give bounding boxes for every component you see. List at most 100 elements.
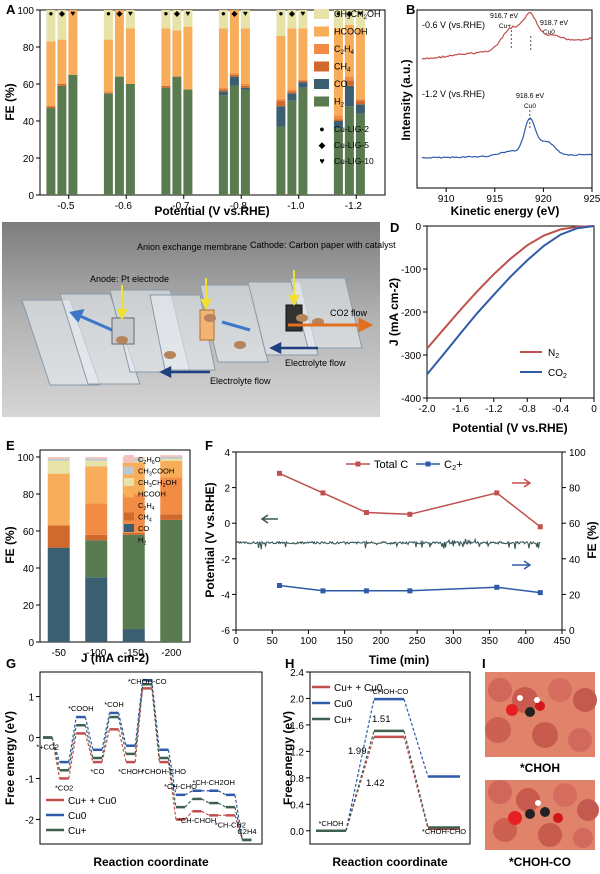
b-peak-label-0: 916.7 eV [490,13,518,20]
a-bar-5-0-C2H4 [333,115,343,120]
a-legend-label-5: H2​ [334,97,345,109]
g-connector-2-2 [84,725,94,759]
h-legend-label-0: Cu+ + Cu0 [334,683,383,694]
a-bar-3-2-HCOOH [240,28,250,84]
a-ytick-label-0: 0 [28,191,34,202]
a-legend-swatch-5 [314,96,329,107]
f-ytick-left-label-4: 2 [224,484,230,495]
e-legend-swatch-6 [124,524,134,532]
f-legend-label-1: C2​+ [444,459,463,472]
f-xtick-label-6: 300 [445,636,462,647]
h-legend-label-1: Cu0 [334,699,353,710]
d-legend-label-0-part-0: N [548,348,555,359]
a-xtick-label-0: -0.5 [57,201,75,212]
g-step-label-12: C2H4 [237,827,256,836]
g-connector-2-0 [51,737,61,771]
g-step-label-1: *CO2 [55,783,73,792]
a-bar-2-0-CH3CH2OH [161,10,171,29]
e-legend-swatch-3 [124,489,134,498]
a-bar-4-1-C2H4 [287,89,297,92]
e-bar-1-C2H6O [85,457,108,459]
a-sample-legend-marker-0: ● [319,124,324,134]
panel-i-adsorption-structures: *CHOH *CHOH-CO [485,672,599,869]
e-bar-2-CH4 [122,532,145,535]
a-legend-label-1: HCOOH [334,27,368,37]
b-xtick-label-1: 915 [486,194,503,205]
g-xlabel: Reaction coordinate [93,855,209,869]
h-connector-2-0 [345,730,375,831]
yellow-pointer-arrows [116,270,300,321]
a-bar-4-2-HCOOH [298,28,308,81]
a-bar-5-1-C2H4 [344,76,354,81]
a-sample-marker-0-1: ◆ [59,9,66,18]
a-legend-swatch-4 [314,79,329,89]
g-ytick-label-3: 1 [28,693,34,704]
a-bar-3-0-HCOOH [218,28,228,88]
h-step-label-2: *CHOH-CHO [422,827,466,836]
f-xlabel: Time (min) [369,653,429,667]
f-arrow-right-axis-2 [512,560,532,570]
panel-f-stability-chart: Potential (V vs.RHE) FE (%) Time (min) 0… [203,448,599,667]
a-sample-marker-3-1: ◆ [231,9,238,18]
e-bar-0-CH3CH2OH [47,460,70,474]
a-bar-5-1-CH4 [344,80,354,86]
a-bar-3-2-CH4 [240,85,250,88]
g-step-label-11: *CH-CH2 [215,820,246,829]
d-legend-label-1: CO2​ [548,368,567,380]
h-annotation-0: 1.99 [348,746,367,757]
e-xtick-label-1: -100 [86,648,106,659]
f-series-line-0 [279,472,541,528]
e-bar-2-H2 [122,534,145,630]
a-bar-4-1-HCOOH [287,28,297,90]
g-connector-1-1 [68,716,77,763]
a-bar-1-2-CH3CH2OH [125,10,135,29]
f-ytick-right-label-0: 0 [569,626,575,637]
g-step-label-9: *CH-CHOH [178,816,216,825]
e-legend-label-7: H2​ [138,536,146,547]
f-xtick-label-9: 450 [554,636,571,647]
f-legend-label-1-part-2: + [456,459,462,471]
e-legend-label-0-part-3: 6 [152,460,155,466]
g-connector-2-4 [118,716,127,755]
e-xtick-label-0: -50 [52,648,67,659]
panel-d-lsv-chart: J (mA cm-2) Potential (V vs.RHE) -2.0 -1.… [387,222,597,435]
i-label-chohco: *CHOH-CO [509,855,571,869]
f-point-1-0 [276,583,282,588]
e-bar-1-HCOOH [85,466,108,504]
e-legend-swatch-5 [124,512,134,521]
e-ytick-label-3: 60 [23,527,35,538]
a-bar-4-0-CO [276,106,286,127]
e-legend-label-4-part-0: C [138,501,144,510]
g-step-label-6: *CHOH-CO [128,677,167,686]
a-sample-legend-label-2: Cu-LIG-10 [334,156,374,166]
a-bar-4-2-CH4 [298,80,308,83]
e-xtick-label-3: -200 [161,648,181,659]
f-ytick-right-label-4: 80 [569,484,581,495]
e-ytick-label-1: 20 [23,601,35,612]
a-bar-0-1-H2 [57,85,67,195]
f-xtick-label-7: 350 [481,636,498,647]
h-ytick-label-0: 0.0 [290,827,304,838]
b-xlabel: Kinetic energy (eV) [451,204,560,218]
e-bar-1-CH3COOH [85,458,108,461]
a-bar-4-2-CO [298,82,308,88]
h-connector-1-1 [403,698,429,777]
g-ytick-label-2: 0 [28,734,34,745]
a-sample-marker-4-0: ● [278,9,283,18]
a-bar-2-1-CH3CH2OH [172,10,182,31]
g-connector-2-1 [68,725,77,771]
a-bar-3-1-CH4 [229,74,239,77]
d-xtick-label-4: -0.4 [552,404,570,415]
a-sample-marker-5-1: ◆ [346,9,353,18]
a-sample-marker-2-0: ● [163,9,168,18]
f-point-1-1 [320,588,326,594]
a-bar-2-2-CH3CH2OH [183,10,193,27]
g-connector-1-7 [167,749,177,795]
a-bar-5-1-CO [344,85,354,107]
a-bar-3-1-C2H4 [229,72,239,75]
e-legend-label-1-part-0: CH [138,467,149,476]
a-bar-4-0-CH4 [276,100,286,107]
f-legend-label-0-part-0: Total C [374,459,408,471]
a-legend-label-0-part-1: 3 [347,14,351,21]
a-sample-legend-marker-2: ♥ [319,156,324,166]
